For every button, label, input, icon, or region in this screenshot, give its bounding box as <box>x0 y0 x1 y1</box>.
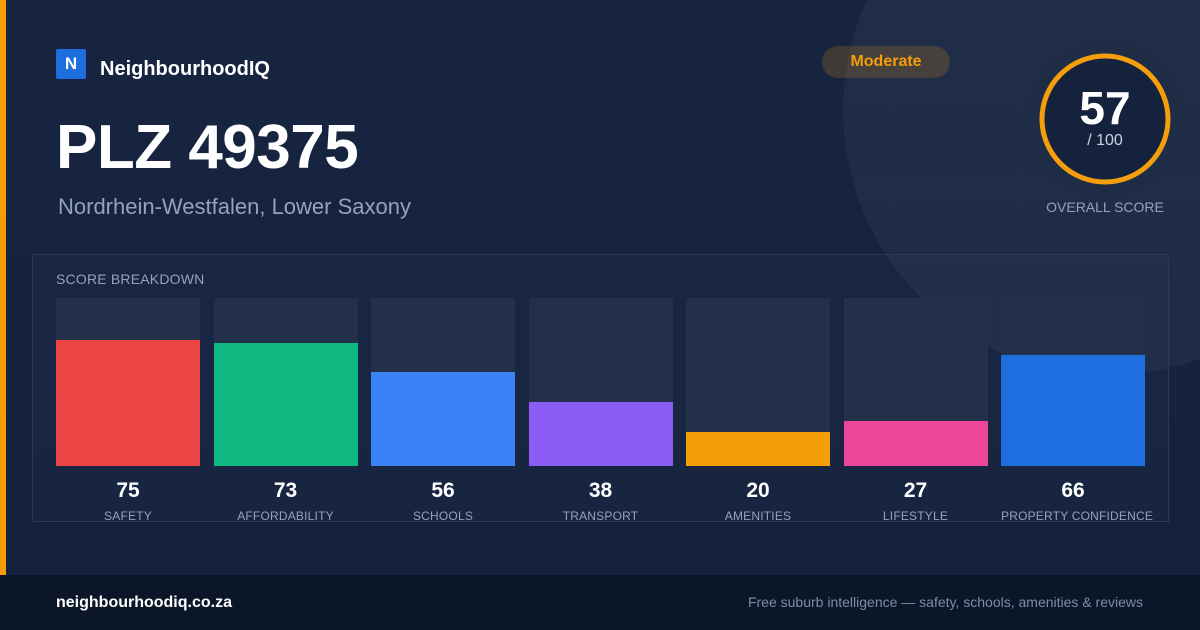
bar-value-schools: 56 <box>431 479 455 502</box>
brand-logo-icon: N <box>56 48 86 79</box>
location-subtitle: Nordrhein-Westfalen, Lower Saxony <box>58 194 411 219</box>
overall-score-caption: OVERALL SCORE <box>1046 199 1164 215</box>
bar-track-safety <box>56 298 200 466</box>
footer: neighbourhoodiq.co.za Free suburb intell… <box>0 575 1200 630</box>
brand[interactable]: N NeighbourhoodIQ <box>56 46 270 81</box>
bar-label-amenities: AMENITIES <box>724 509 792 523</box>
brand-name: NeighbourhoodIQ <box>100 58 270 80</box>
footer-tagline: Free suburb intelligence — safety, schoo… <box>747 594 1143 610</box>
bar-label-safety: SAFETY <box>104 509 152 523</box>
bar-track-lifestyle <box>843 298 988 466</box>
bar-label-transport: TRANSPORT <box>562 509 639 523</box>
bar-value-amenities: 20 <box>746 479 770 502</box>
page-title: PLZ 49375 <box>56 113 359 182</box>
bar-fill-transport <box>528 402 673 466</box>
bar-fill-schools <box>371 372 515 466</box>
bar-label-property-confidence: PROPERTY CONFIDENCE <box>1001 509 1154 523</box>
score-breakdown-panel <box>32 254 1169 522</box>
footer-domain-link[interactable]: neighbourhoodiq.co.za <box>56 594 232 611</box>
bar-label-lifestyle: LIFESTYLE <box>882 509 949 523</box>
bar-value-affordability: 73 <box>273 479 298 502</box>
bar-fill-safety <box>56 340 200 466</box>
rating-badge: Moderate <box>822 46 950 78</box>
bar-label-schools: SCHOOLS <box>412 509 474 523</box>
bar-fill-affordability <box>213 343 358 466</box>
bar-value-transport: 38 <box>588 479 613 502</box>
bar-track-amenities <box>686 298 830 466</box>
overall-score-gauge: 57 / 100 <box>1028 42 1182 196</box>
bar-value-safety: 75 <box>116 479 140 502</box>
score-breakdown-title: SCORE BREAKDOWN <box>56 271 205 287</box>
bar-label-affordability: AFFORDABILITY <box>237 509 334 523</box>
overall-score-max: / 100 <box>1087 132 1123 149</box>
bar-fill-property-confidence <box>1001 355 1145 466</box>
bar-fill-lifestyle <box>843 421 988 466</box>
bar-fill-amenities <box>686 432 830 466</box>
bar-value-property-confidence: 66 <box>1061 479 1085 502</box>
bar-track-transport <box>528 298 673 466</box>
accent-strip <box>0 0 6 575</box>
overall-score-value: 57 <box>1079 82 1131 134</box>
bar-value-lifestyle: 27 <box>903 479 928 502</box>
bar-track-property-confidence <box>1001 298 1145 466</box>
score-ring <box>1028 42 1182 196</box>
bar-track-affordability <box>213 298 358 466</box>
bar-track-schools <box>371 298 515 466</box>
